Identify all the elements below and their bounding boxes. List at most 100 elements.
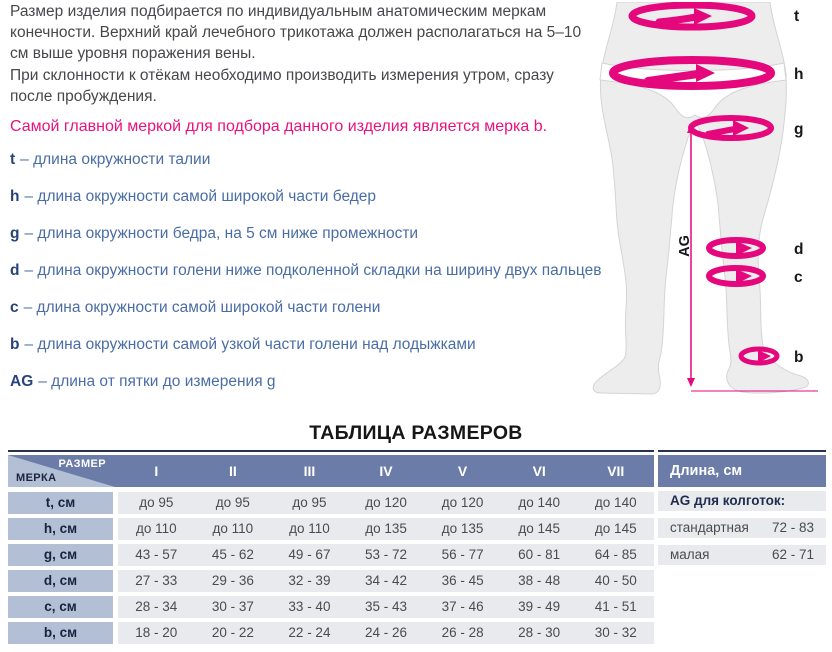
column-header: II bbox=[228, 463, 237, 479]
table-row: g, см 43 - 57 45 - 62 49 - 67 53 - 72 56 - 77… bbox=[8, 544, 654, 566]
diagram-label-g: g bbox=[794, 121, 803, 138]
table-cell: 49 - 67 bbox=[288, 547, 331, 562]
column-header: VI bbox=[532, 463, 546, 479]
length-row-value: 62 - 71 bbox=[771, 547, 814, 562]
definition-letter: t bbox=[10, 151, 16, 168]
intro-paragraph-2: При склонности к отёкам необходимо произ… bbox=[10, 67, 554, 105]
row-label: d, см bbox=[8, 570, 113, 592]
legs-measurement-diagram: t h g d c b AG bbox=[568, 2, 832, 422]
table-cell: 43 - 57 bbox=[135, 547, 178, 562]
definition-letter: d bbox=[10, 262, 20, 279]
definition-text: – длина окружности талии bbox=[20, 151, 211, 168]
table-cell: до 135 bbox=[365, 521, 407, 536]
table-cell: 35 - 43 bbox=[365, 599, 408, 614]
row-values: 27 - 33 29 - 36 32 - 39 34 - 42 36 - 45 38 - … bbox=[118, 570, 654, 592]
row-values: 43 - 57 45 - 62 49 - 67 53 - 72 56 - 77 60 - … bbox=[118, 544, 654, 566]
length-panel-top-rule bbox=[658, 450, 826, 452]
row-label: t, см bbox=[8, 492, 113, 514]
definition-line: b – длина окружности самой узкой части го… bbox=[10, 336, 610, 357]
table-cell: 26 - 28 bbox=[441, 625, 484, 640]
legs-diagram-svg: t h g d c b AG bbox=[592, 2, 818, 395]
table-cell: 30 - 32 bbox=[594, 625, 637, 640]
row-label: b, см bbox=[8, 622, 113, 644]
ring-c-icon bbox=[706, 265, 766, 287]
table-cell: 32 - 39 bbox=[288, 573, 331, 588]
row-values: до 110 до 110 до 110 до 135 до 135 до 145 до 1… bbox=[118, 518, 654, 540]
table-cell: 34 - 42 bbox=[365, 573, 408, 588]
size-table-top-rule bbox=[8, 450, 654, 452]
measurement-definitions: t – длина окружности талии h – длина окружн… bbox=[10, 151, 610, 410]
table-cell: до 95 bbox=[139, 495, 174, 510]
ag-arrow-down-icon bbox=[687, 378, 695, 387]
corner-label-size: РАЗМЕР bbox=[58, 458, 106, 470]
table-cell: 38 - 48 bbox=[518, 573, 561, 588]
table-cell: 24 - 26 bbox=[365, 625, 408, 640]
table-cell: до 140 bbox=[594, 495, 637, 510]
table-row: t, см до 95 до 95 до 95 до 120 до 120 до 140 до… bbox=[8, 492, 654, 514]
column-header: VII bbox=[607, 463, 625, 479]
table-cell: до 120 bbox=[365, 495, 407, 510]
table-cell: до 145 bbox=[594, 521, 637, 536]
definition-line: g – длина окружности бедра, на 5 см ниже … bbox=[10, 225, 610, 246]
table-cell: до 145 bbox=[518, 521, 561, 536]
length-panel-subtitle: AG для колготок: bbox=[658, 491, 826, 511]
ring-g-icon bbox=[688, 115, 774, 141]
body-silhouette bbox=[592, 2, 809, 395]
row-values: 28 - 34 30 - 37 33 - 40 35 - 43 37 - 46 39 - … bbox=[118, 596, 654, 618]
definition-text: – длина окружности бедра, на 5 см ниже п… bbox=[24, 225, 419, 242]
diagram-label-h: h bbox=[794, 66, 803, 83]
table-cell: до 110 bbox=[212, 521, 254, 536]
table-row: h, см до 110 до 110 до 110 до 135 до 135 до 14… bbox=[8, 518, 654, 540]
table-cell: 45 - 62 bbox=[211, 547, 254, 562]
table-cell: 27 - 33 bbox=[135, 573, 178, 588]
table-cell: 33 - 40 bbox=[288, 599, 331, 614]
table-cell: 56 - 77 bbox=[441, 547, 484, 562]
column-header: IV bbox=[379, 463, 393, 479]
underwear-shape bbox=[599, 62, 787, 119]
table-cell: 64 - 85 bbox=[594, 547, 637, 562]
table-row: c, см 28 - 34 30 - 37 33 - 40 35 - 43 37 - 46… bbox=[8, 596, 654, 618]
length-panel-row: малая 62 - 71 bbox=[658, 545, 826, 565]
ring-t-icon bbox=[628, 2, 756, 31]
diagram-label-d: d bbox=[794, 241, 803, 258]
table-cell: 41 - 51 bbox=[594, 599, 637, 614]
table-cell: 36 - 45 bbox=[441, 573, 484, 588]
table-cell: 37 - 46 bbox=[441, 599, 484, 614]
length-panel: Длина, см AG для колготок: стандартная 72… bbox=[658, 450, 826, 565]
row-label: h, см bbox=[8, 518, 113, 540]
corner-label-measure: МЕРКА bbox=[16, 472, 57, 484]
table-cell: 28 - 30 bbox=[518, 625, 561, 640]
definition-line: t – длина окружности талии bbox=[10, 151, 610, 172]
table-cell: 53 - 72 bbox=[365, 547, 408, 562]
definition-text: – длина от пятки до измерения g bbox=[38, 373, 276, 390]
column-header: III bbox=[303, 463, 316, 479]
size-table-column-headers: I II III IV V VI VII bbox=[118, 455, 654, 487]
definition-text: – длина окружности голени ниже подколенн… bbox=[24, 262, 602, 279]
column-header: V bbox=[457, 463, 468, 479]
table-cell: до 120 bbox=[441, 495, 484, 510]
table-row: d, см 27 - 33 29 - 36 32 - 39 34 - 42 36 - 45… bbox=[8, 570, 654, 592]
row-label: c, см bbox=[8, 596, 113, 618]
size-table-header: РАЗМЕР МЕРКА I II III IV V VI VII bbox=[8, 455, 654, 487]
size-table-corner-cell: РАЗМЕР МЕРКА bbox=[8, 455, 115, 487]
highlight-note: Самой главной меркой для подбора данного… bbox=[10, 118, 548, 135]
table-cell: 30 - 37 bbox=[211, 599, 254, 614]
table-cell: до 135 bbox=[441, 521, 484, 536]
definition-text: – длина окружности самой узкой части гол… bbox=[24, 336, 476, 353]
diagram-label-c: c bbox=[794, 269, 803, 286]
table-cell: 18 - 20 bbox=[135, 625, 178, 640]
table-cell: до 110 bbox=[135, 521, 177, 536]
table-cell: 40 - 50 bbox=[594, 573, 637, 588]
diagram-label-ag: AG bbox=[677, 235, 693, 257]
length-row-value: 72 - 83 bbox=[771, 520, 814, 535]
intro-paragraph-1: Размер изделия подбирается по индивидуал… bbox=[10, 3, 582, 62]
ring-b-icon bbox=[738, 346, 780, 366]
table-cell: 39 - 49 bbox=[518, 599, 561, 614]
definition-letter: h bbox=[10, 188, 20, 205]
table-cell: 20 - 22 bbox=[211, 625, 254, 640]
length-panel-title: Длина, см bbox=[658, 455, 826, 487]
length-panel-rows: стандартная 72 - 83 малая 62 - 71 bbox=[658, 518, 826, 565]
table-cell: 22 - 24 bbox=[288, 625, 331, 640]
ring-d-icon bbox=[706, 237, 766, 259]
row-values: 18 - 20 20 - 22 22 - 24 24 - 26 26 - 28 28 - … bbox=[118, 622, 654, 644]
